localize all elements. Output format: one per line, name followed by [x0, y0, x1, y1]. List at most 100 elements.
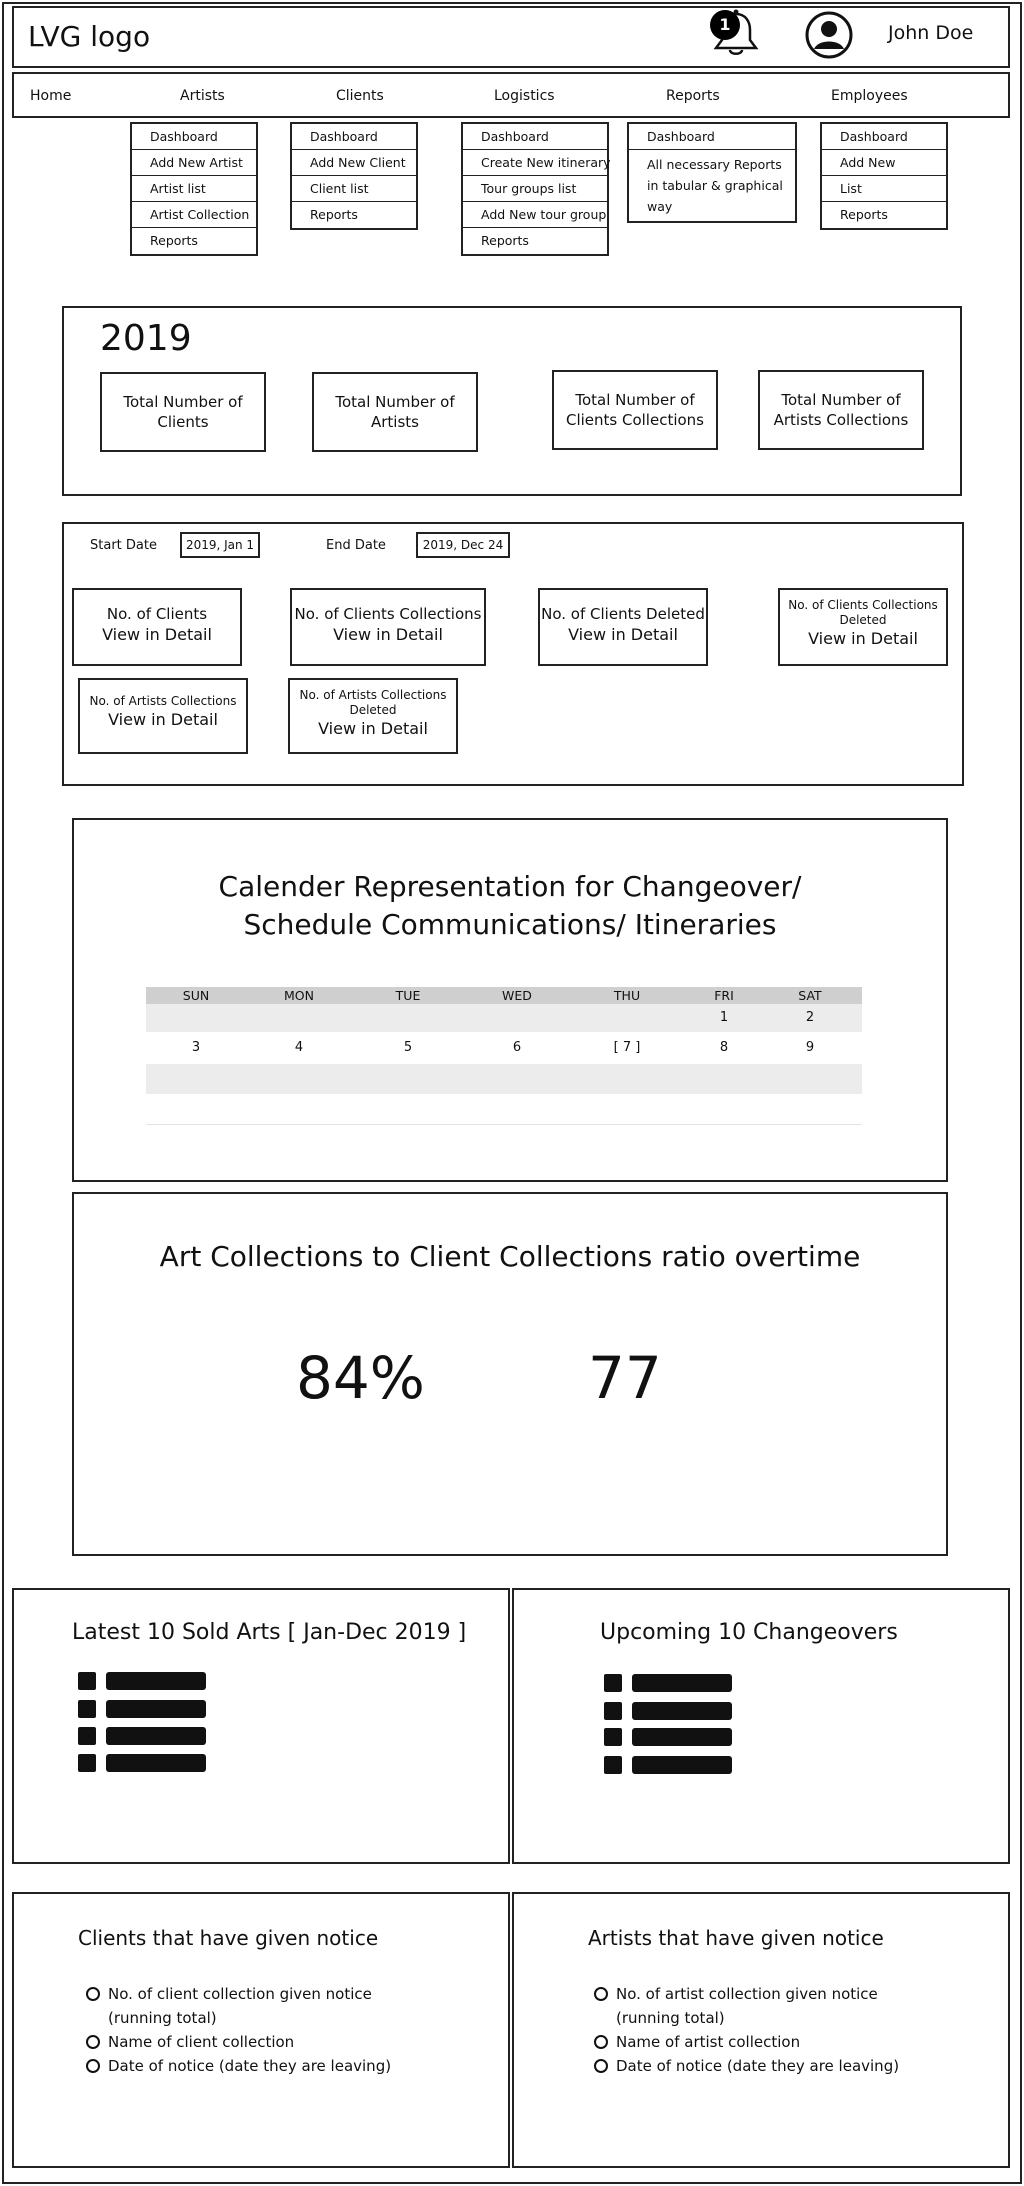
- nav-clients[interactable]: Clients: [336, 88, 384, 104]
- calendar-date[interactable]: 5: [403, 1040, 413, 1055]
- start-date-input[interactable]: 2019, Jan 1: [180, 532, 260, 558]
- clients-notice-panel: Clients that have given notice No. of cl…: [12, 1892, 510, 2168]
- nav-reports[interactable]: Reports: [666, 88, 720, 104]
- clients-menu-list[interactable]: Client list: [292, 176, 416, 202]
- calendar-day-tue: TUE: [395, 988, 421, 1003]
- nav-bar: Home Artists Clients Logistics Reports E…: [12, 72, 1010, 118]
- total-artists-collections-label: Total Number of Artists Collections: [773, 391, 909, 429]
- radio-icon[interactable]: [594, 2035, 608, 2049]
- calendar-divider: [146, 1124, 862, 1125]
- clients-notice-title: Clients that have given notice: [78, 1926, 379, 1950]
- calendar-date[interactable]: 1: [719, 1010, 729, 1025]
- calendar-day-mon: MON: [284, 988, 314, 1003]
- calendar-day-sat: SAT: [798, 988, 822, 1003]
- radio-icon[interactable]: [86, 2035, 100, 2049]
- latest-sold-panel: Latest 10 Sold Arts [ Jan-Dec 2019 ]: [12, 1588, 510, 1864]
- username[interactable]: John Doe: [888, 22, 974, 44]
- clients-menu-add-new[interactable]: Add New Client: [292, 150, 416, 176]
- logistics-menu-dashboard[interactable]: Dashboard: [463, 124, 607, 150]
- calendar-date-selected[interactable]: [ 7 ]: [613, 1040, 641, 1055]
- calendar-title-line2: Schedule Communications/ Itineraries: [243, 908, 777, 941]
- logistics-menu-create-itinerary[interactable]: Create New itinerary: [463, 150, 611, 176]
- nav-artists[interactable]: Artists: [180, 88, 225, 104]
- end-date-label: End Date: [326, 538, 386, 553]
- total-clients-collections-card[interactable]: Total Number of Clients Collections: [552, 370, 718, 450]
- clients-menu-reports[interactable]: Reports: [310, 207, 358, 222]
- reports-dropdown: Dashboard All necessary Reports in tabul…: [627, 122, 797, 223]
- total-clients-collections-label: Total Number of Clients Collections: [565, 391, 705, 429]
- clients-deleted-detail-card[interactable]: No. of Clients Deleted View in Detail: [538, 588, 708, 666]
- clients-collections-detail-card[interactable]: No. of Clients Collections View in Detai…: [290, 588, 486, 666]
- calendar-date[interactable]: 4: [294, 1040, 304, 1055]
- artists-notice-item[interactable]: No. of artist collection given notice (r…: [594, 1982, 894, 2030]
- clients-collections-view-detail-link[interactable]: View in Detail: [333, 625, 443, 644]
- calendar-day-wed: WED: [502, 988, 532, 1003]
- artists-menu-dashboard[interactable]: Dashboard: [132, 124, 256, 150]
- calendar-day-sun: SUN: [182, 988, 210, 1003]
- artists-menu-collection[interactable]: Artist Collection: [132, 202, 256, 228]
- employees-menu-list[interactable]: List: [822, 176, 946, 202]
- radio-icon[interactable]: [86, 2059, 100, 2073]
- clients-detail-card[interactable]: No. of Clients View in Detail: [72, 588, 242, 666]
- clients-deleted-view-detail-link[interactable]: View in Detail: [568, 625, 678, 644]
- artists-notice-item[interactable]: Date of notice (date they are leaving): [594, 2054, 994, 2078]
- artists-notice-item[interactable]: Name of artist collection: [594, 2030, 974, 2054]
- reports-menu-all-reports[interactable]: All necessary Reports in tabular & graph…: [647, 157, 783, 214]
- total-clients-label: Total Number of Clients: [123, 393, 243, 431]
- calendar-week-2: 3 4 5 6 [ 7 ] 8 9: [146, 1034, 862, 1062]
- artists-collections-detail-title: No. of Artists Collections: [89, 694, 237, 708]
- artists-collections-deleted-detail-card[interactable]: No. of Artists Collections Deleted View …: [288, 678, 458, 754]
- calendar-date[interactable]: 9: [805, 1040, 815, 1055]
- calendar-date[interactable]: 3: [191, 1040, 201, 1055]
- clients-dropdown: Dashboard Add New Client Client list Rep…: [290, 122, 418, 230]
- user-avatar-icon[interactable]: [804, 10, 854, 60]
- logo[interactable]: LVG logo: [28, 20, 151, 53]
- calendar-date[interactable]: 6: [512, 1040, 522, 1055]
- clients-view-detail-link[interactable]: View in Detail: [102, 625, 212, 644]
- ratio-panel: Art Collections to Client Collections ra…: [72, 1192, 948, 1556]
- employees-menu-add-new[interactable]: Add New: [822, 150, 946, 176]
- nav-home[interactable]: Home: [30, 88, 72, 104]
- clients-notice-item[interactable]: Name of client collection: [86, 2030, 466, 2054]
- artists-menu-add-new[interactable]: Add New Artist: [132, 150, 256, 176]
- clients-collections-deleted-detail-card[interactable]: No. of Clients Collections Deleted View …: [778, 588, 948, 666]
- nav-employees[interactable]: Employees: [831, 88, 908, 104]
- artists-collections-view-detail-link[interactable]: View in Detail: [108, 710, 218, 729]
- clients-deleted-detail-title: No. of Clients Deleted: [541, 605, 705, 623]
- top-bar: LVG logo: [12, 6, 1010, 68]
- calendar-title-line1: Calender Representation for Changeover/: [218, 870, 802, 903]
- radio-icon[interactable]: [86, 1987, 100, 2001]
- calendar-date[interactable]: 8: [719, 1040, 729, 1055]
- total-artists-label: Total Number of Artists: [335, 393, 455, 431]
- total-artists-collections-card[interactable]: Total Number of Artists Collections: [758, 370, 924, 450]
- start-date-label: Start Date: [90, 538, 157, 553]
- clients-notice-item[interactable]: Date of notice (date they are leaving): [86, 2054, 486, 2078]
- nav-logistics[interactable]: Logistics: [494, 88, 555, 104]
- latest-sold-title: Latest 10 Sold Arts [ Jan-Dec 2019 ]: [72, 1620, 467, 1645]
- notification-badge[interactable]: 1: [710, 10, 740, 40]
- artists-collections-deleted-detail-title: No. of Artists Collections Deleted: [299, 688, 447, 717]
- employees-menu-dashboard[interactable]: Dashboard: [822, 124, 946, 150]
- clients-detail-title: No. of Clients: [106, 605, 208, 623]
- end-date-input[interactable]: 2019, Dec 24: [416, 532, 510, 558]
- total-clients-card[interactable]: Total Number of Clients: [100, 372, 266, 452]
- clients-menu-dashboard[interactable]: Dashboard: [292, 124, 416, 150]
- logistics-menu-tour-groups[interactable]: Tour groups list: [463, 176, 607, 202]
- total-artists-card[interactable]: Total Number of Artists: [312, 372, 478, 452]
- logistics-menu-reports[interactable]: Reports: [481, 233, 529, 248]
- calendar-week-1: 1 2: [146, 1004, 862, 1032]
- reports-menu-dashboard[interactable]: Dashboard: [629, 124, 795, 150]
- artists-collections-deleted-view-detail-link[interactable]: View in Detail: [318, 719, 428, 738]
- calendar-date[interactable]: 2: [805, 1010, 815, 1025]
- radio-icon[interactable]: [594, 2059, 608, 2073]
- employees-menu-reports[interactable]: Reports: [840, 207, 888, 222]
- clients-notice-item[interactable]: No. of client collection given notice (r…: [86, 1982, 386, 2030]
- artists-menu-reports[interactable]: Reports: [150, 233, 198, 248]
- artists-notice-title: Artists that have given notice: [588, 1926, 884, 1950]
- clients-collections-deleted-view-detail-link[interactable]: View in Detail: [808, 629, 918, 648]
- artists-collections-detail-card[interactable]: No. of Artists Collections View in Detai…: [78, 678, 248, 754]
- radio-icon[interactable]: [594, 1987, 608, 2001]
- upcoming-changeovers-panel: Upcoming 10 Changeovers: [512, 1588, 1010, 1864]
- artists-menu-list[interactable]: Artist list: [132, 176, 256, 202]
- logistics-menu-add-tour-group[interactable]: Add New tour group: [463, 202, 607, 228]
